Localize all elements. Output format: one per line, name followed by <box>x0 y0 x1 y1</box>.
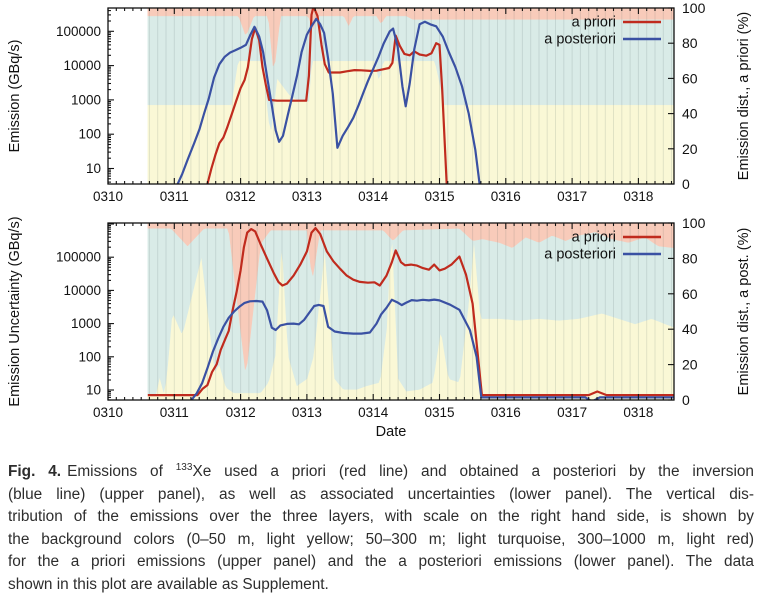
y-tick-label: 10000 <box>63 58 101 73</box>
legend-label-a-priori: a priori <box>572 230 616 246</box>
x-tick-label: 0317 <box>557 189 587 204</box>
x-tick-label: 0310 <box>93 189 123 204</box>
caption-text: Xe used a priori (red line) and obtained… <box>192 463 754 480</box>
figure-label: Fig. 4. <box>8 463 62 480</box>
panel-lower: 0310 0311 0312 0313 0314 0315 0316 0317 0318 10 10… <box>7 215 752 440</box>
legend-label-a-posteriori: a posteriori <box>544 247 616 263</box>
caption-line-4: the background colors (0–50 m, light yel… <box>8 530 754 548</box>
x-tick-label: 0318 <box>623 189 653 204</box>
figure-caption: Fig. 4. Emissions of 133Xe used a priori … <box>8 461 754 597</box>
panel-upper: 0310 0311 0312 0313 0314 0315 0316 0317 0318 10 10… <box>7 0 752 204</box>
y2-tick-label: 80 <box>682 250 698 266</box>
x-tick-label: 0315 <box>424 405 454 420</box>
y2-tick-label: 100 <box>682 0 706 16</box>
y2-tick-label: 100 <box>682 215 706 231</box>
y-tick-label: 100 <box>78 127 101 142</box>
x-tick-label: 0314 <box>358 189 389 204</box>
y-tick-label: 10 <box>86 161 101 176</box>
x-tick-label: 0310 <box>93 405 123 420</box>
y-tick-label: 1000 <box>71 92 101 107</box>
plot-frame <box>107 222 675 401</box>
a-priori-line <box>206 8 448 184</box>
y-tick-label: 100000 <box>56 250 101 265</box>
axis-tick-labels: 0310 0311 0312 0313 0314 0315 0316 0317 0318 10 10… <box>56 0 706 204</box>
y2-tick-label: 20 <box>682 141 698 157</box>
minor-gridlines <box>148 223 672 400</box>
caption-line-2: (blue line) (upper panel), as well as as… <box>8 485 754 503</box>
a-priori-line <box>147 227 674 397</box>
caption-line-1: Fig. 4. Emissions of 133Xe used a priori … <box>8 461 754 484</box>
y-tick-label: 10 <box>86 383 101 398</box>
caption-line-3: tribution of the emissions over the thre… <box>8 508 754 526</box>
caption-text: Emissions of <box>67 463 176 480</box>
isotope-superscript: 133 <box>175 461 193 473</box>
legend-label-a-posteriori: a posteriori <box>544 32 616 48</box>
axis-tick-labels: 0310 0311 0312 0313 0314 0315 0316 0317 0318 10 10… <box>56 215 706 420</box>
minor-gridlines <box>148 8 672 184</box>
y-axis-title: Emission (GBq/s) <box>7 40 23 153</box>
a-posteriori-line <box>190 298 674 400</box>
a-posteriori-line <box>176 17 481 184</box>
y2-tick-label: 80 <box>682 35 698 51</box>
y2-tick-label: 20 <box>682 357 698 373</box>
y2-tick-label: 60 <box>682 70 698 86</box>
axis-ticks <box>107 222 674 401</box>
y2-tick-label: 40 <box>682 106 698 122</box>
legend-label-a-priori: a priori <box>572 15 616 31</box>
axis-ticks <box>107 7 674 185</box>
y2-tick-label: 40 <box>682 321 698 337</box>
caption-line-6: shown in this plot are available as Supp… <box>8 575 329 593</box>
x-tick-label: 0313 <box>292 405 322 420</box>
caption-line-5: for the a priori emissions (upper panel)… <box>8 553 754 571</box>
x-axis-title: Date <box>376 424 407 440</box>
x-tick-label: 0314 <box>358 405 389 420</box>
y-tick-label: 100000 <box>56 24 101 39</box>
x-tick-label: 0318 <box>623 405 653 420</box>
y-tick-label: 100 <box>78 349 101 364</box>
x-tick-label: 0317 <box>557 405 587 420</box>
y-tick-label: 1000 <box>71 316 101 331</box>
y2-tick-label: 0 <box>682 176 690 192</box>
y2-tick-label: 60 <box>682 286 698 302</box>
y-axis-title: Emission Uncertainty (GBq/s) <box>7 216 23 406</box>
y2-axis-title: Emission dist., a post. (%) <box>736 228 752 396</box>
x-tick-label: 0315 <box>424 189 454 204</box>
x-tick-label: 0316 <box>491 405 521 420</box>
x-tick-label: 0311 <box>160 189 189 204</box>
y2-tick-label: 0 <box>682 392 690 408</box>
y2-axis-title: Emission dist., a priori (%) <box>736 12 752 180</box>
x-tick-label: 0312 <box>226 405 256 420</box>
x-tick-label: 0313 <box>292 189 322 204</box>
emissions-figure: 0310 0311 0312 0313 0314 0315 0316 0317 0318 10 10… <box>7 0 752 440</box>
x-tick-label: 0312 <box>226 189 256 204</box>
y-tick-label: 10000 <box>63 283 101 298</box>
x-tick-label: 0311 <box>160 405 189 420</box>
plot-frame <box>107 7 675 185</box>
x-tick-label: 0316 <box>491 189 521 204</box>
